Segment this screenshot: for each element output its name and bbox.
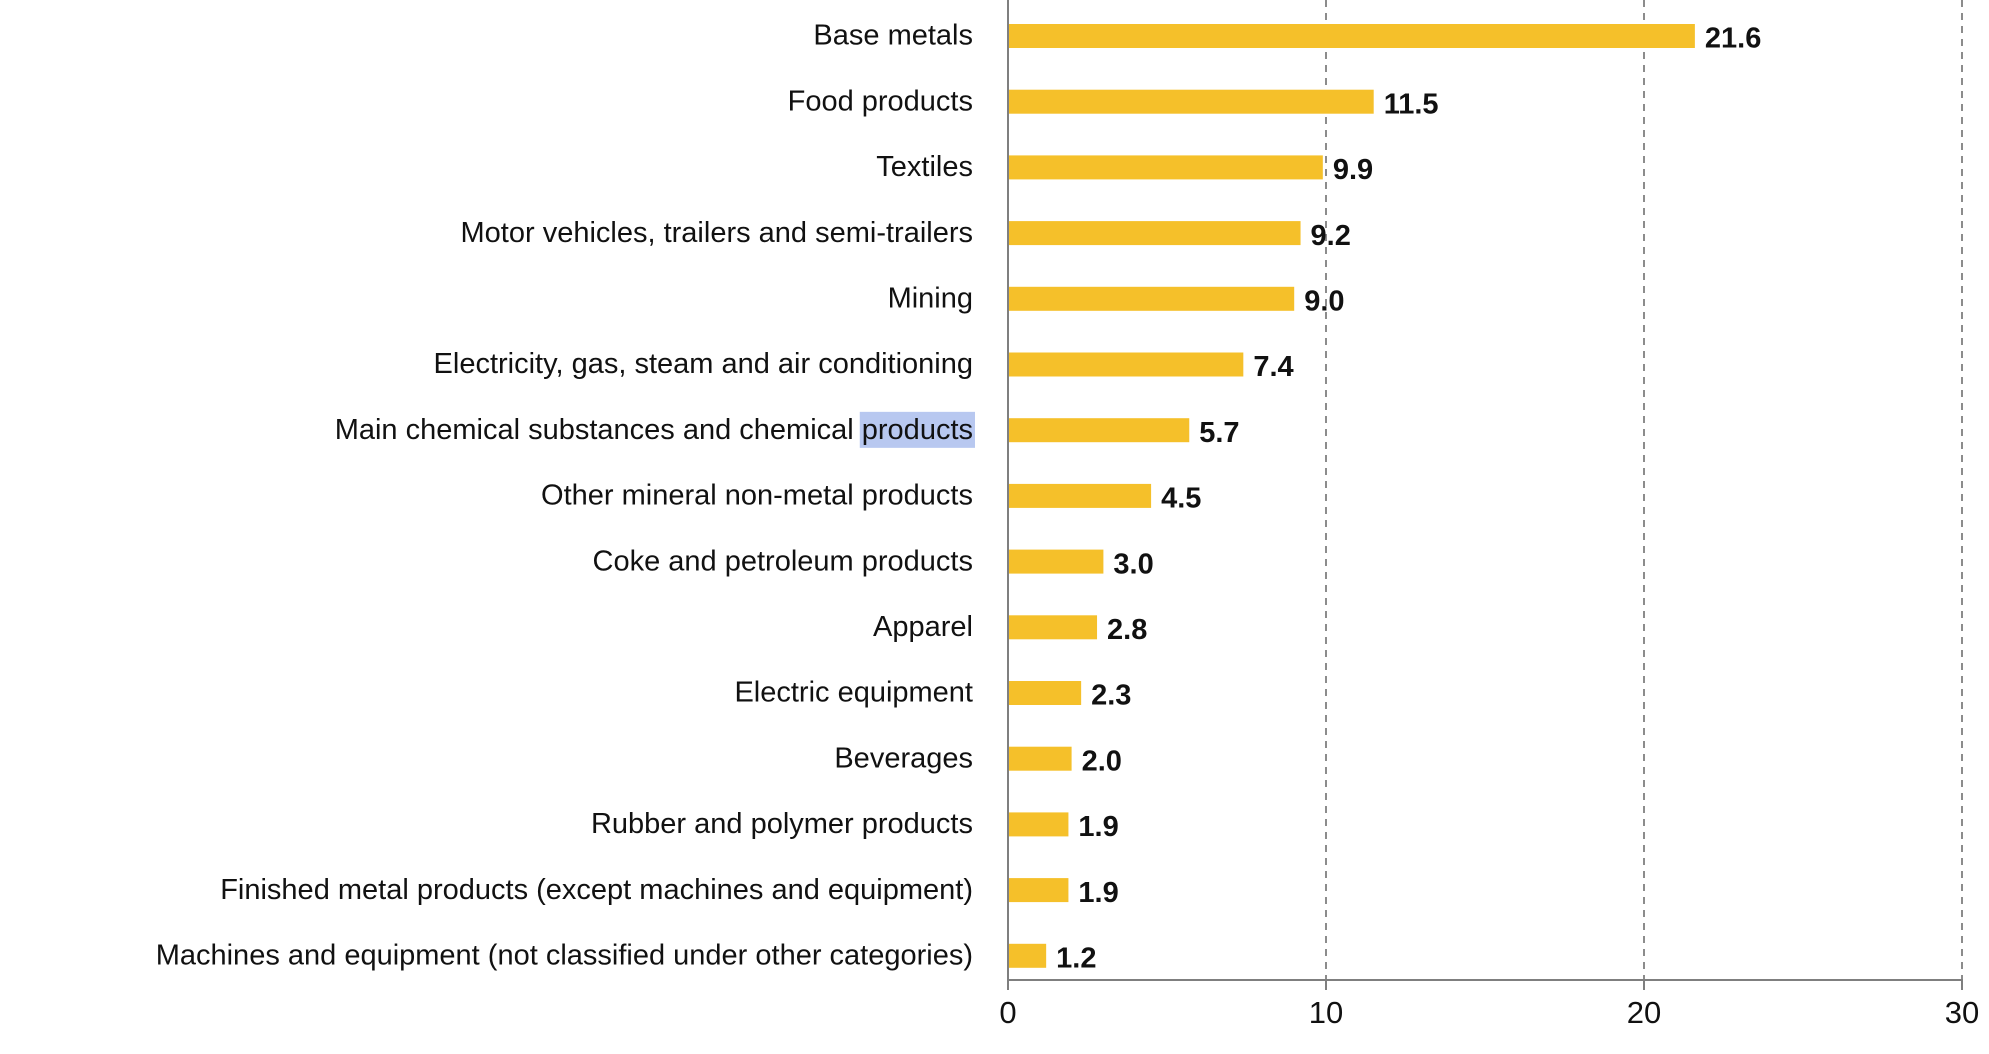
x-tick-label-10: 10 (1309, 995, 1343, 1030)
value-label-1: 11.5 (1384, 88, 1439, 120)
value-label-4: 9.0 (1304, 285, 1344, 317)
value-label-9: 2.8 (1107, 614, 1147, 646)
bar-12 (1008, 812, 1069, 837)
bar-4 (1008, 286, 1295, 311)
value-label-13: 1.9 (1078, 877, 1118, 909)
category-label-10: Electric equipment (734, 677, 973, 709)
category-label-5: Electricity, gas, steam and air conditio… (434, 348, 973, 380)
value-label-6: 5.7 (1199, 417, 1239, 449)
value-label-3: 9.2 (1311, 220, 1351, 252)
value-label-0: 21.6 (1705, 23, 1761, 55)
gridlines (1325, 0, 1963, 980)
bar-13 (1008, 878, 1069, 903)
bar-2 (1008, 155, 1323, 180)
category-label-2: Textiles (876, 151, 973, 183)
category-label-0: Base metals (813, 20, 973, 52)
bar-7 (1008, 483, 1152, 508)
category-label-4: Mining (888, 282, 973, 314)
value-label-5: 7.4 (1253, 351, 1293, 383)
bar-6 (1008, 418, 1190, 443)
bar-11 (1008, 746, 1072, 771)
x-tick-label-20: 20 (1627, 995, 1661, 1030)
bar-14 (1008, 943, 1047, 968)
x-tick-label-0: 0 (999, 995, 1016, 1030)
value-label-11: 2.0 (1082, 745, 1122, 777)
bar-9 (1008, 615, 1098, 640)
value-label-7: 4.5 (1161, 483, 1201, 515)
bar-10 (1008, 681, 1082, 705)
bar-5 (1008, 352, 1244, 377)
value-label-10: 2.3 (1091, 680, 1131, 712)
category-label-11: Beverages (834, 742, 973, 774)
value-label-2: 9.9 (1333, 154, 1373, 186)
bar-8 (1008, 549, 1104, 574)
category-label-1: Food products (788, 85, 973, 117)
category-label-13: Finished metal products (except machines… (220, 874, 973, 906)
labels: 0 10 20 30 Base metals Food products Textiles M… (156, 20, 1980, 1030)
category-label-12: Rubber and polymer products (591, 808, 973, 840)
value-label-8: 3.0 (1113, 548, 1153, 580)
category-label-7: Other mineral non-metal products (541, 480, 973, 512)
category-label-9: Apparel (873, 611, 973, 643)
category-label-6: Main chemical substances and chemical pr… (335, 414, 973, 446)
bar-3 (1008, 221, 1301, 246)
category-label-3: Motor vehicles, trailers and semi-traile… (461, 217, 973, 249)
value-label-12: 1.9 (1078, 811, 1118, 843)
category-label-8: Coke and petroleum products (593, 545, 973, 577)
category-label-14: Machines and equipment (not classified u… (156, 939, 973, 971)
axes (1007, 0, 1963, 990)
text-selection-highlight (859, 411, 975, 448)
value-label-14: 1.2 (1056, 942, 1096, 974)
bar-1 (1008, 89, 1374, 114)
x-tick-label-30: 30 (1945, 995, 1979, 1030)
bars (1008, 24, 1695, 968)
bar-0 (1008, 24, 1695, 48)
